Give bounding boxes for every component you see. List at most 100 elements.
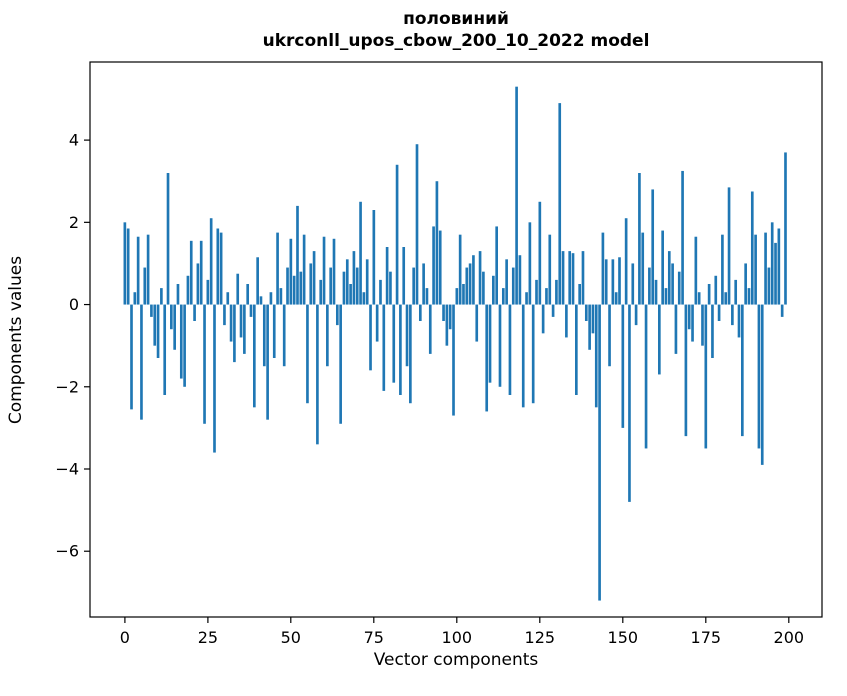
bar — [604, 259, 608, 305]
bar — [186, 275, 190, 305]
bar — [774, 242, 777, 305]
bar — [538, 201, 542, 305]
bar — [734, 279, 738, 305]
bar — [365, 259, 369, 305]
bar — [594, 304, 598, 408]
x-tick-label: 150 — [608, 628, 639, 647]
bar — [591, 304, 595, 334]
bar — [372, 210, 376, 305]
x-tick-label: 25 — [198, 628, 218, 647]
bar — [130, 304, 133, 410]
bar — [246, 284, 250, 305]
bar — [279, 288, 283, 305]
bar — [432, 226, 435, 305]
bar — [196, 263, 200, 305]
bar — [628, 304, 631, 502]
bar — [233, 304, 236, 363]
bar — [259, 296, 263, 305]
bar — [551, 304, 555, 317]
bar — [309, 263, 313, 305]
bar — [133, 292, 137, 305]
bar — [711, 304, 714, 358]
bar — [621, 304, 625, 428]
bar — [784, 152, 787, 305]
bar — [485, 304, 489, 412]
bar — [664, 288, 668, 305]
bar — [219, 232, 223, 305]
bar — [375, 304, 379, 342]
bar — [631, 263, 635, 305]
bar — [438, 230, 442, 305]
bar — [382, 304, 386, 391]
bar — [581, 251, 585, 305]
bar — [525, 292, 528, 305]
bar — [266, 304, 269, 420]
bar — [492, 275, 495, 305]
bar — [531, 304, 535, 404]
bar — [253, 304, 256, 408]
bar — [146, 234, 150, 305]
bar — [226, 292, 230, 305]
bar — [644, 304, 648, 449]
bar — [282, 304, 286, 367]
bar — [176, 284, 180, 305]
bar — [163, 304, 167, 395]
bar — [352, 251, 356, 305]
bar — [661, 230, 664, 305]
bar — [541, 304, 545, 334]
bar — [697, 292, 701, 305]
bar — [565, 304, 568, 338]
bar — [754, 234, 757, 305]
bar — [319, 279, 323, 305]
bar — [744, 263, 747, 305]
bar — [312, 251, 316, 305]
bar — [256, 257, 259, 305]
bar — [166, 173, 170, 305]
bar — [684, 304, 688, 437]
bar — [528, 222, 532, 305]
chart-title-model: ukrconll_upos_cbow_200_10_2022 model — [262, 31, 650, 51]
bar — [764, 232, 767, 305]
bar — [714, 275, 718, 305]
bar — [694, 236, 698, 305]
y-tick-label: −2 — [55, 377, 79, 396]
bar — [355, 267, 359, 305]
bar — [681, 170, 684, 305]
bar — [624, 218, 628, 305]
bar — [458, 234, 462, 305]
bar — [578, 284, 581, 305]
bar — [209, 218, 213, 305]
x-tick-label: 100 — [442, 628, 473, 647]
bar — [777, 228, 781, 305]
bar — [727, 187, 731, 305]
bar — [418, 304, 422, 321]
x-tick-label: 50 — [281, 628, 301, 647]
bar — [329, 267, 333, 305]
bar — [508, 304, 512, 395]
bar — [721, 234, 724, 305]
bar — [648, 267, 651, 305]
bar — [488, 304, 492, 383]
bar — [598, 304, 601, 601]
bar — [760, 304, 764, 465]
bar — [150, 304, 153, 317]
bar — [641, 232, 645, 305]
bar — [389, 271, 392, 305]
bar — [501, 288, 505, 305]
x-tick-label: 75 — [364, 628, 384, 647]
bar — [505, 259, 508, 305]
bar — [465, 267, 469, 305]
bar — [724, 292, 728, 305]
y-tick-label: 4 — [69, 131, 79, 150]
bar — [206, 279, 210, 305]
bar — [731, 304, 734, 326]
bar — [369, 304, 372, 371]
bar — [674, 304, 678, 354]
bar — [385, 247, 389, 305]
plot-frame — [89, 61, 823, 618]
bar — [428, 304, 432, 354]
bar — [213, 304, 216, 453]
bar — [243, 304, 246, 354]
